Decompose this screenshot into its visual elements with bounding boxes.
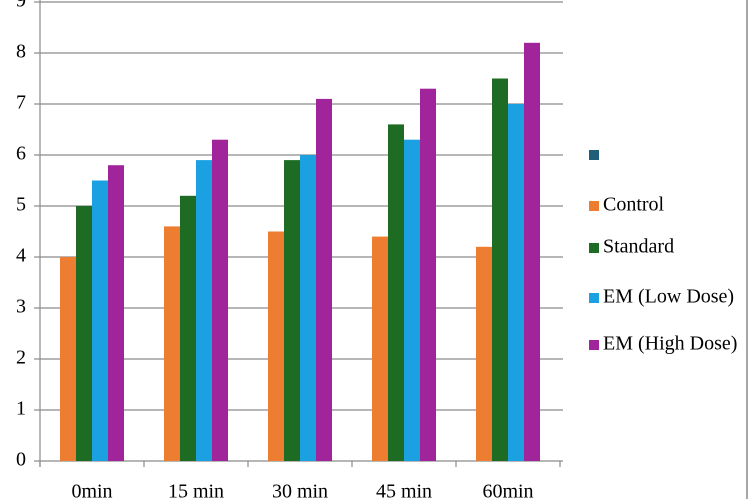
- y-tick-label: 9: [16, 0, 26, 12]
- legend-label: EM (High Dose): [603, 333, 737, 355]
- bar: [164, 226, 180, 461]
- bar: [388, 124, 404, 462]
- bar: [476, 246, 492, 461]
- bar: [196, 160, 212, 461]
- x-tick-label: 30 min: [272, 481, 328, 499]
- x-tick-label: 0min: [71, 481, 112, 499]
- bar: [180, 195, 196, 462]
- legend-marker: [589, 293, 599, 303]
- bar: [212, 139, 228, 461]
- legend-marker: [589, 150, 599, 160]
- x-tick-label: 60min: [482, 481, 533, 499]
- bar: [76, 206, 92, 461]
- y-tick-label: 8: [16, 41, 26, 63]
- y-tick-label: 5: [16, 194, 26, 216]
- bar: [524, 42, 540, 462]
- x-tick-label: 45 min: [376, 481, 432, 499]
- bar: [420, 88, 436, 461]
- bar: [372, 236, 388, 461]
- bar: [108, 165, 124, 461]
- legend-label: Standard: [603, 236, 674, 258]
- bar: [284, 160, 300, 461]
- bar: [316, 98, 332, 462]
- y-tick-label: 3: [16, 296, 26, 318]
- bar: [508, 104, 524, 461]
- bar: [404, 139, 420, 461]
- y-tick-label: 4: [16, 245, 26, 267]
- bar: [92, 180, 108, 461]
- legend-marker: [589, 201, 599, 211]
- y-tick-label: 0: [16, 449, 26, 471]
- legend-label: Control: [603, 194, 665, 216]
- y-tick-label: 7: [16, 92, 26, 114]
- bar: [60, 257, 76, 461]
- bar: [268, 231, 284, 461]
- y-tick-label: 1: [16, 398, 26, 420]
- bar: [492, 78, 508, 461]
- legend-marker: [589, 340, 599, 350]
- legend-marker: [589, 243, 599, 253]
- legend-label: EM (Low Dose): [603, 286, 734, 308]
- bar: [300, 155, 316, 461]
- x-tick-label: 15 min: [168, 481, 224, 499]
- y-tick-label: 6: [16, 143, 26, 165]
- y-tick-label: 2: [16, 347, 26, 369]
